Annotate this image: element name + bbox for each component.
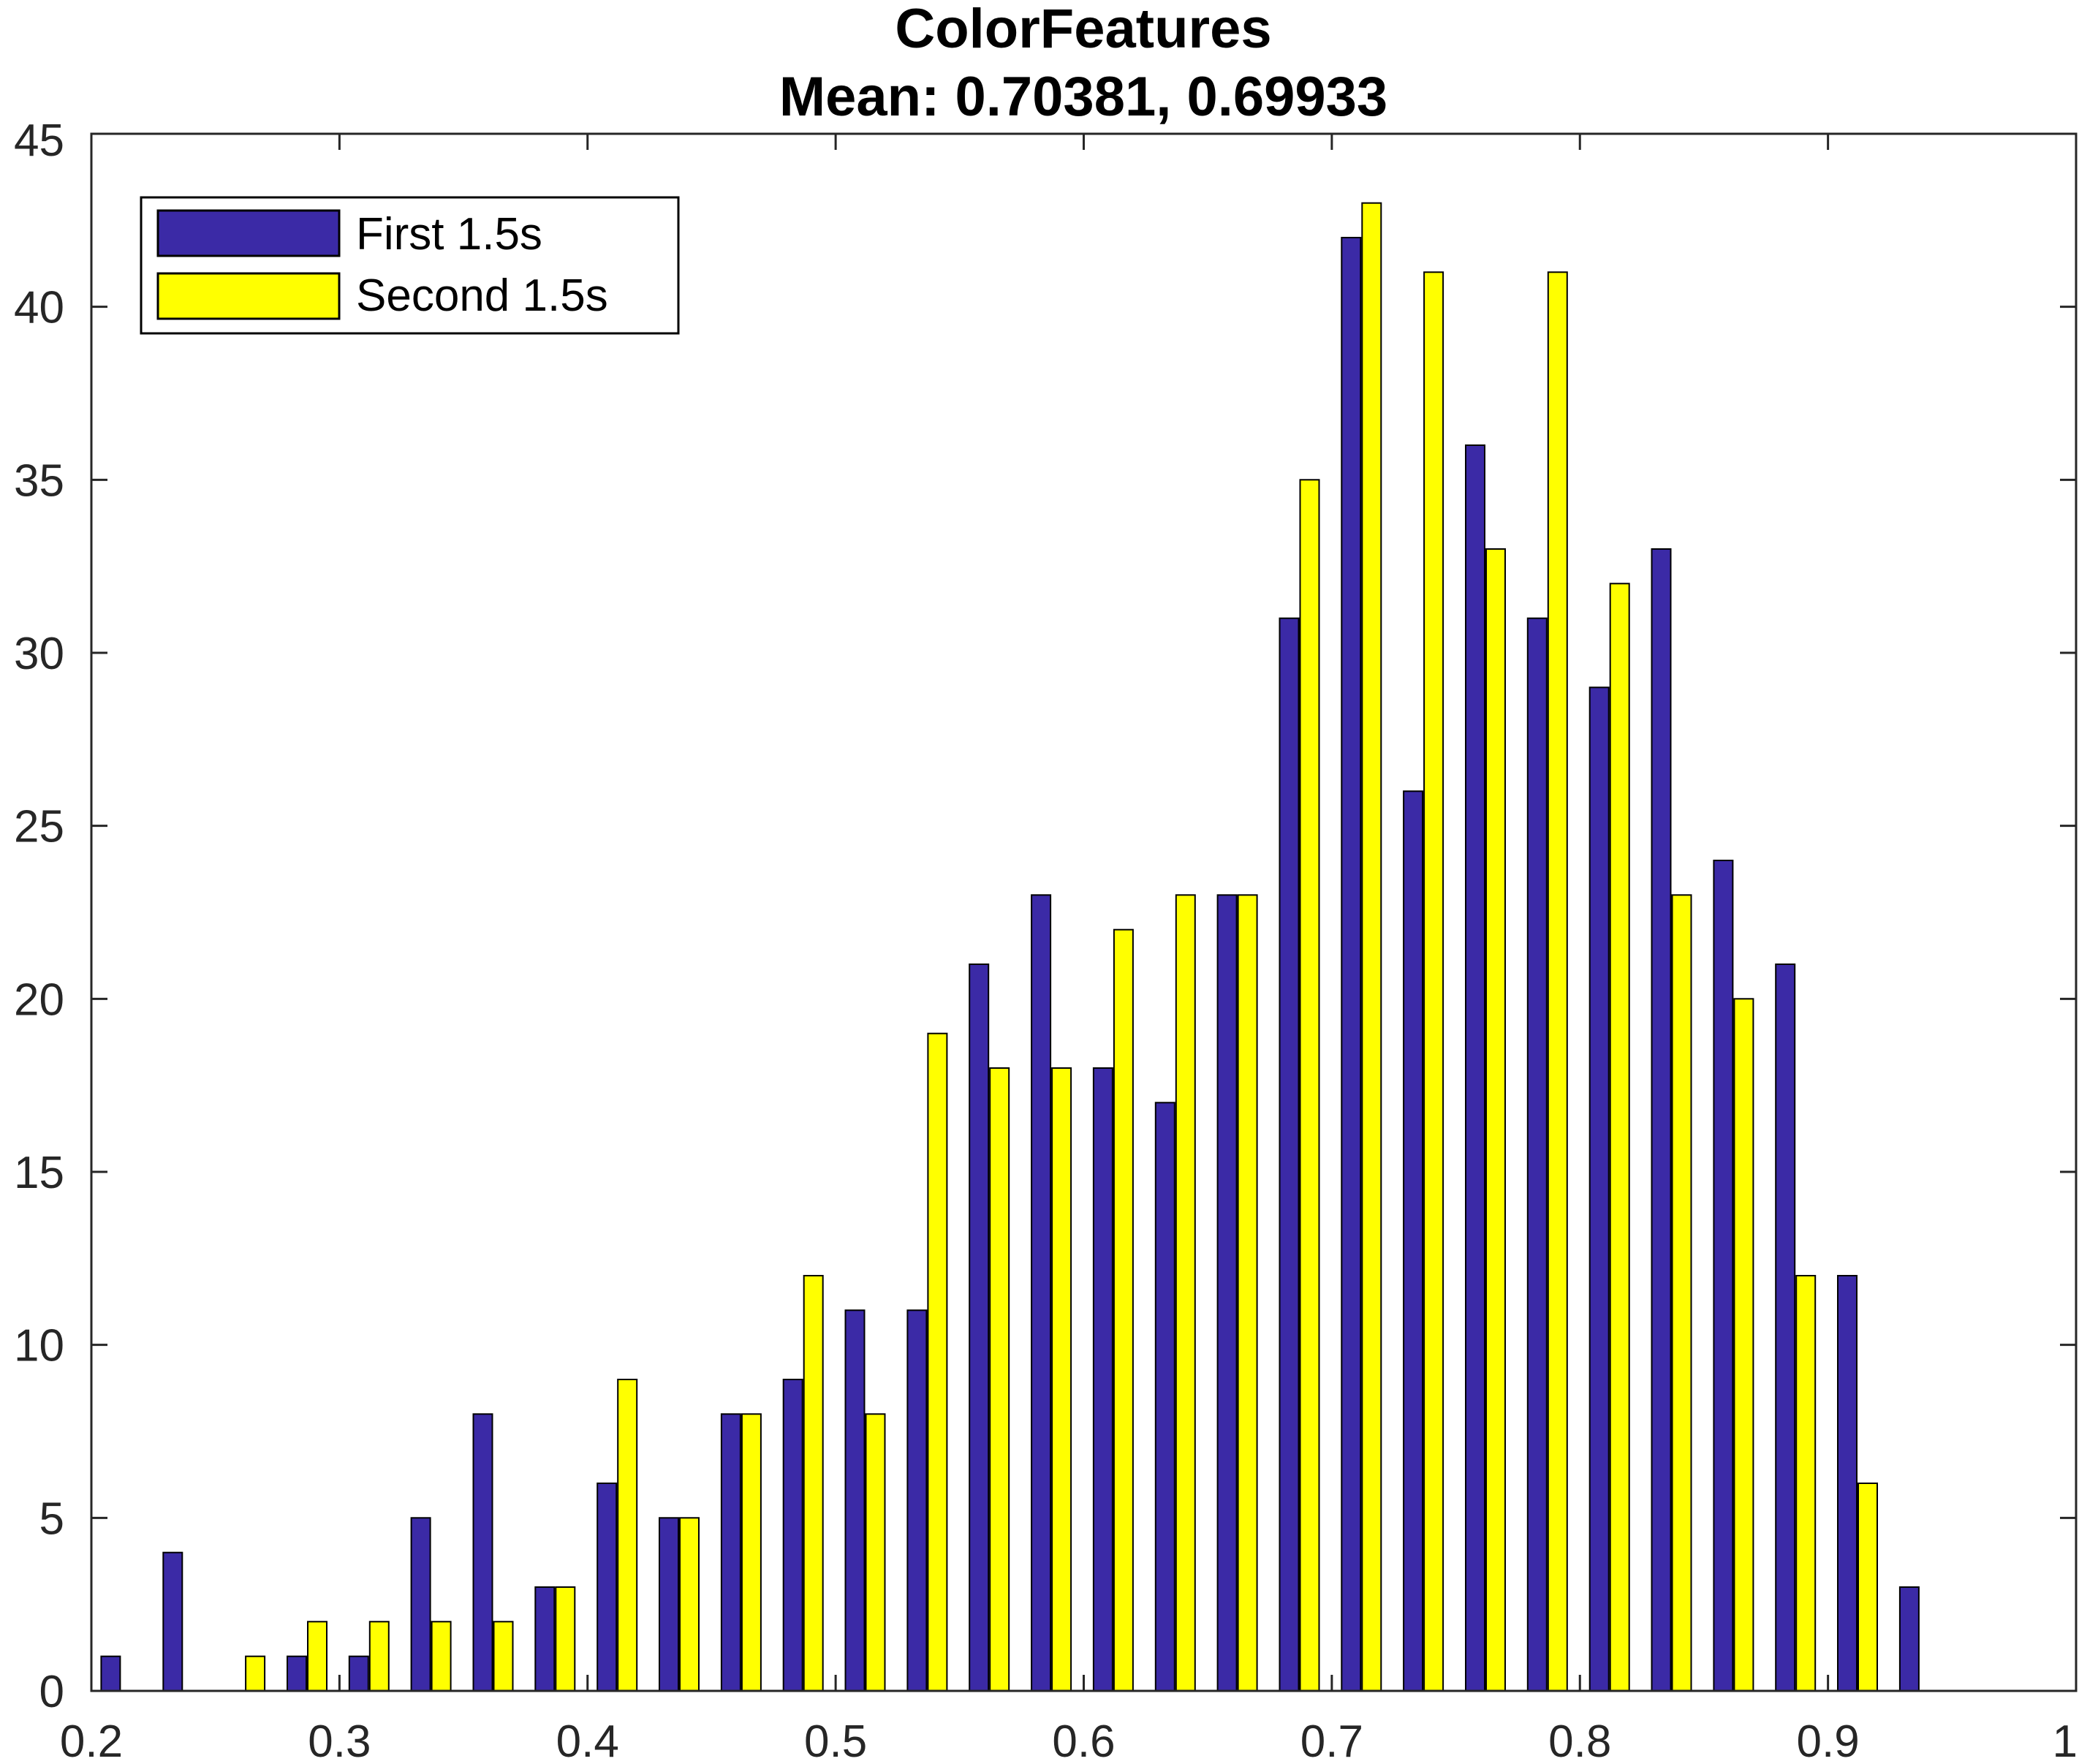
- bar-second-22: [1485, 548, 1506, 1692]
- x-tick-label-3: 0.5: [804, 1716, 867, 1764]
- y-tick-label-3: 15: [14, 1148, 64, 1198]
- x-tick-labels: 0.2 0.3 0.4 0.5 0.6 0.7 0.8 0.9 1: [60, 1716, 2078, 1764]
- y-tick-label-9: 45: [14, 116, 64, 166]
- bar-second-4: [368, 1621, 390, 1692]
- bar-first-27: [1775, 964, 1796, 1692]
- bar-second-13: [927, 1032, 948, 1692]
- x-tick-label-2: 0.4: [556, 1716, 619, 1764]
- bar-second-7: [555, 1586, 576, 1692]
- x-tick-label-0: 0.2: [60, 1716, 123, 1764]
- bar-first-15: [1031, 894, 1052, 1692]
- bar-second-2: [245, 1655, 266, 1692]
- bar-first-28: [1837, 1275, 1858, 1692]
- legend: First 1.5s Second 1.5s: [140, 196, 680, 335]
- bar-second-15: [1051, 1067, 1072, 1692]
- bar-first-20: [1341, 237, 1362, 1692]
- y-tick-labels: 0 5 10 15 20 25 30 35 40 45: [14, 116, 64, 1717]
- y-tick-label-7: 35: [14, 455, 64, 506]
- y-tick-label-1: 5: [39, 1494, 64, 1544]
- bar-second-8: [617, 1379, 638, 1692]
- bar-first-24: [1588, 686, 1610, 1692]
- y-tick-label-8: 40: [14, 283, 64, 333]
- bar-second-27: [1795, 1275, 1817, 1692]
- bar-first-23: [1526, 617, 1548, 1692]
- legend-label-second: Second 1.5s: [356, 270, 608, 321]
- bar-second-3: [307, 1621, 327, 1692]
- bar-first-29: [1898, 1586, 1920, 1692]
- legend-swatch-second: [156, 272, 341, 320]
- bar-second-11: [803, 1275, 824, 1692]
- bar-first-13: [906, 1309, 928, 1692]
- axis-ticks: [90, 132, 2078, 1692]
- bar-second-25: [1671, 894, 1692, 1692]
- bar-first-16: [1092, 1067, 1113, 1692]
- bar-first-19: [1279, 617, 1300, 1692]
- chart-subtitle: Mean: 0.70381, 0.69933: [779, 66, 1387, 128]
- bar-first-7: [534, 1586, 556, 1692]
- bar-first-3: [287, 1655, 307, 1692]
- bar-first-9: [659, 1517, 679, 1692]
- bar-second-14: [989, 1067, 1010, 1692]
- bar-second-12: [865, 1413, 886, 1692]
- y-tick-label-2: 10: [14, 1321, 64, 1371]
- y-tick-label-4: 20: [14, 974, 64, 1025]
- legend-swatch-first: [156, 209, 341, 257]
- bar-first-14: [969, 964, 990, 1692]
- x-tick-label-7: 0.9: [1797, 1716, 1860, 1764]
- bar-second-18: [1237, 894, 1258, 1692]
- bar-second-26: [1733, 998, 1754, 1692]
- bar-first-10: [720, 1413, 741, 1692]
- chart-title: ColorFeatures: [895, 0, 1271, 60]
- bar-first-12: [844, 1309, 866, 1692]
- bar-first-26: [1713, 860, 1734, 1692]
- bar-first-21: [1403, 790, 1424, 1692]
- bar-first-4: [348, 1655, 369, 1692]
- bar-second-24: [1609, 583, 1630, 1692]
- bar-second-20: [1361, 202, 1382, 1692]
- bar-second-17: [1175, 894, 1196, 1692]
- bar-first-11: [782, 1379, 803, 1692]
- bar-second-19: [1299, 479, 1320, 1692]
- y-tick-label-5: 25: [14, 802, 64, 852]
- bar-second-9: [679, 1517, 700, 1692]
- x-tick-label-6: 0.8: [1548, 1716, 1611, 1764]
- x-tick-label-1: 0.3: [308, 1716, 371, 1764]
- x-tick-label-4: 0.6: [1052, 1716, 1115, 1764]
- x-tick-label-8: 1: [2053, 1716, 2078, 1764]
- bar-second-16: [1113, 928, 1134, 1692]
- bar-second-6: [493, 1621, 514, 1692]
- bar-first-1: [162, 1551, 183, 1692]
- bar-first-17: [1154, 1102, 1175, 1692]
- y-tick-label-0: 0: [39, 1667, 64, 1717]
- bar-first-22: [1465, 444, 1485, 1692]
- bar-first-0: [100, 1655, 121, 1692]
- bar-first-8: [597, 1483, 618, 1692]
- y-tick-label-6: 30: [14, 629, 64, 679]
- bar-second-5: [431, 1621, 452, 1692]
- bar-first-18: [1216, 894, 1238, 1692]
- bar-first-5: [410, 1517, 431, 1692]
- bars-group: [100, 202, 1920, 1692]
- bar-first-25: [1651, 548, 1672, 1692]
- bar-second-23: [1547, 271, 1568, 1692]
- legend-label-first: First 1.5s: [356, 209, 542, 260]
- bar-second-21: [1423, 271, 1444, 1692]
- bar-second-10: [741, 1413, 762, 1692]
- x-tick-label-5: 0.7: [1300, 1716, 1363, 1764]
- bar-second-28: [1858, 1483, 1878, 1692]
- bar-first-6: [472, 1413, 493, 1692]
